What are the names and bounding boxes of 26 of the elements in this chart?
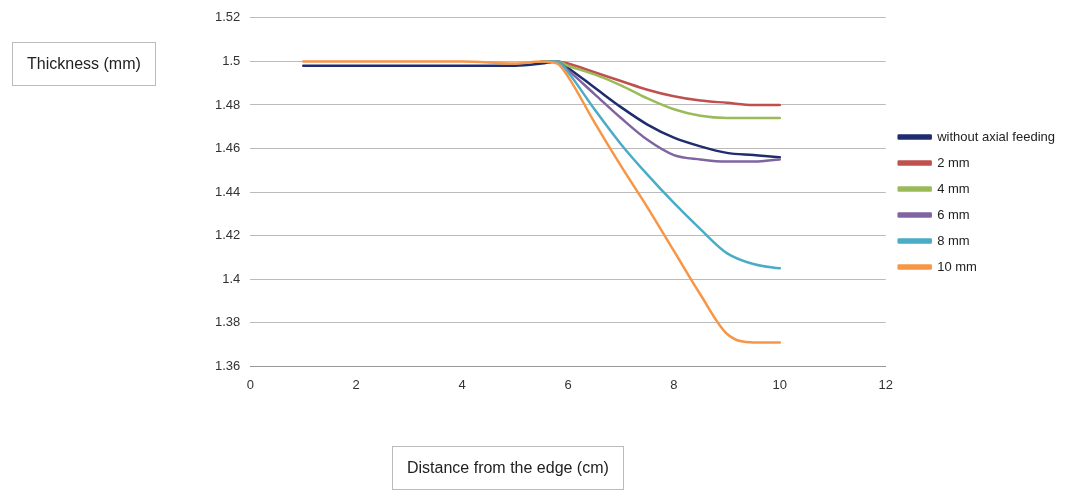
legend-label: 2 mm (937, 154, 970, 170)
line-series (302, 60, 782, 159)
x-tick-label: 10 (772, 376, 788, 392)
y-tick-label: 1.36 (214, 357, 241, 373)
y-tick-label: 1.5 (222, 52, 241, 68)
y-tick-label: 1.42 (214, 227, 241, 243)
y-tick-label: 1.38 (214, 314, 241, 330)
y-tick-label: 1.48 (214, 96, 241, 112)
x-tick-label: 2 (352, 376, 360, 392)
legend-label: 8 mm (937, 232, 970, 248)
line-series (302, 60, 782, 344)
y-axis-title: Thickness (mm) (12, 42, 156, 86)
legend-label: 6 mm (937, 206, 970, 222)
x-tick-label: 12 (878, 376, 893, 392)
y-tick-label: 1.4 (222, 270, 241, 286)
legend-label: 4 mm (937, 180, 970, 196)
legend-label: without axial feeding (936, 128, 1056, 144)
x-tick-label: 6 (564, 376, 572, 392)
x-tick-label: 4 (458, 376, 466, 392)
x-tick-label: 0 (246, 376, 254, 392)
x-tick-label: 8 (670, 376, 678, 392)
y-tick-label: 1.52 (214, 9, 241, 25)
legend-label: 10 mm (937, 258, 977, 274)
y-tick-label: 1.46 (214, 140, 241, 156)
x-axis-title: Distance from the edge (cm) (392, 446, 624, 490)
y-tick-label: 1.44 (214, 183, 241, 199)
